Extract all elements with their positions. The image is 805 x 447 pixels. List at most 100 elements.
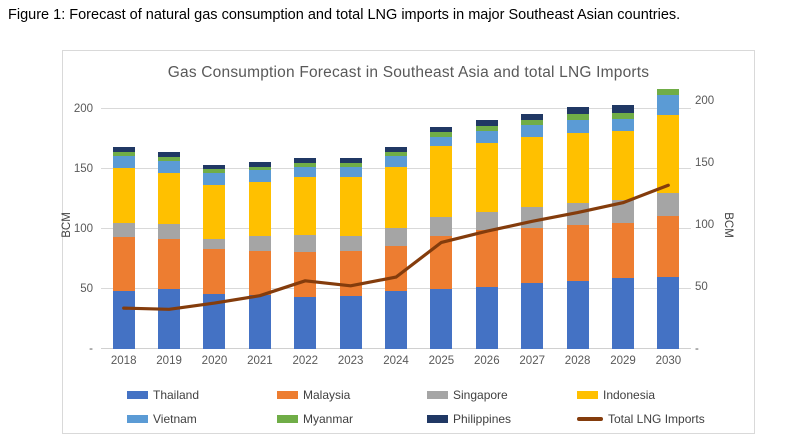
bar-segment-myanmar-2023 (339, 163, 362, 167)
bar-segment-thailand-2024 (384, 291, 407, 349)
right-axis-tick-200: 200 (695, 95, 715, 108)
year-label-2030: 2030 (655, 355, 682, 367)
bar-slot-2027 (509, 89, 554, 349)
bar-segment-vietnam-2018 (112, 155, 135, 168)
year-label-2024: 2024 (383, 355, 409, 367)
bar-2024 (384, 89, 407, 349)
legend-item-singapore: Singapore (427, 383, 577, 407)
bar-segment-vietnam-2021 (248, 170, 271, 183)
bar-segment-vietnam-2020 (203, 172, 226, 185)
bar-segment-indonesia-2019 (158, 172, 181, 225)
bar-segment-indonesia-2028 (566, 133, 589, 203)
bar-slot-2024 (373, 89, 418, 349)
bar-segment-philippines-2025 (430, 127, 453, 132)
legend-item-total-lng-imports: Total LNG Imports (577, 407, 727, 431)
legend-label: Malaysia (303, 388, 351, 402)
bar-2029 (611, 89, 634, 349)
bar-segment-singapore-2026 (475, 212, 498, 231)
bar-segment-singapore-2019 (158, 224, 181, 239)
bar-slot-2030 (646, 89, 691, 349)
bar-segment-singapore-2021 (248, 236, 271, 251)
bar-segment-malaysia-2020 (203, 249, 226, 294)
left-axis-tick-50: 50 (80, 283, 93, 296)
figure-caption: Figure 1: Forecast of natural gas consum… (8, 7, 681, 23)
bar-slot-2023 (328, 89, 373, 349)
bar-segment-indonesia-2025 (430, 146, 453, 218)
bar-segment-indonesia-2027 (521, 136, 544, 208)
bar-segment-vietnam-2029 (611, 118, 634, 131)
bar-segment-malaysia-2024 (384, 245, 407, 292)
bar-2020 (203, 89, 226, 349)
bar-segment-myanmar-2026 (475, 125, 498, 131)
legend-swatch-vietnam (127, 415, 148, 423)
legend-label: Total LNG Imports (608, 412, 705, 426)
bar-segment-indonesia-2020 (203, 184, 226, 239)
bar-segment-indonesia-2018 (112, 167, 135, 224)
bar-segment-myanmar-2030 (657, 89, 680, 95)
legend-label: Philippines (453, 412, 512, 426)
bar-2026 (475, 89, 498, 349)
bar-segment-vietnam-2030 (657, 94, 680, 116)
bar-segment-philippines-2023 (339, 158, 362, 164)
bar-segment-indonesia-2021 (248, 182, 271, 237)
bar-segment-philippines-2022 (294, 158, 317, 164)
bar-2028 (566, 89, 589, 349)
year-label-2021: 2021 (247, 355, 273, 367)
bar-segment-singapore-2029 (611, 200, 634, 224)
bar-segment-thailand-2022 (294, 297, 317, 349)
bar-segment-malaysia-2027 (521, 227, 544, 284)
bar-segment-singapore-2018 (112, 223, 135, 238)
legend-item-vietnam: Vietnam (127, 407, 277, 431)
legend-swatch-indonesia (577, 391, 598, 399)
bar-segment-malaysia-2030 (657, 215, 680, 278)
bar-segment-singapore-2020 (203, 238, 226, 250)
right-axis-tick--: - (695, 343, 699, 355)
bar-segment-singapore-2030 (657, 193, 680, 216)
bar-segment-myanmar-2018 (112, 152, 135, 156)
legend-item-indonesia: Indonesia (577, 383, 727, 407)
legend-item-myanmar: Myanmar (277, 407, 427, 431)
bar-2019 (158, 89, 181, 349)
year-label-2028: 2028 (564, 355, 591, 367)
bar-segment-indonesia-2026 (475, 142, 498, 213)
bar-segment-philippines-2020 (203, 165, 226, 170)
right-axis-tick-100: 100 (695, 219, 715, 232)
bar-segment-vietnam-2028 (566, 119, 589, 134)
bar-segment-myanmar-2020 (203, 169, 226, 173)
legend-item-malaysia: Malaysia (277, 383, 427, 407)
bar-segment-singapore-2024 (384, 227, 407, 246)
bar-segment-malaysia-2019 (158, 238, 181, 290)
legend-swatch-thailand (127, 391, 148, 399)
legend-label: Singapore (453, 388, 508, 402)
bar-segment-philippines-2024 (384, 147, 407, 153)
bar-segment-thailand-2028 (566, 280, 589, 349)
bar-segment-vietnam-2026 (475, 130, 498, 143)
right-axis-tick-150: 150 (695, 157, 715, 170)
bar-segment-myanmar-2024 (384, 152, 407, 156)
plot-area (101, 89, 691, 349)
year-label-2026: 2026 (474, 355, 500, 367)
legend-swatch-philippines (427, 415, 448, 423)
bar-segment-thailand-2027 (521, 283, 544, 349)
bar-segment-myanmar-2028 (566, 113, 589, 120)
year-label-2029: 2029 (610, 355, 636, 367)
bar-slot-2019 (146, 89, 191, 349)
bar-slot-2026 (464, 89, 509, 349)
legend-label: Myanmar (303, 412, 354, 426)
bar-segment-myanmar-2021 (248, 166, 271, 171)
right-axis-tick-50: 50 (695, 281, 708, 294)
legend-item-thailand: Thailand (127, 383, 277, 407)
bar-segment-vietnam-2024 (384, 155, 407, 167)
bar-segment-philippines-2018 (112, 147, 135, 153)
legend-label: Indonesia (603, 388, 656, 402)
bar-segment-myanmar-2019 (158, 157, 181, 161)
bar-segment-malaysia-2026 (475, 230, 498, 287)
bar-segment-malaysia-2021 (248, 250, 271, 296)
bar-segment-thailand-2019 (158, 289, 181, 349)
bar-2018 (112, 89, 135, 349)
bar-segment-thailand-2021 (248, 295, 271, 349)
bar-segment-malaysia-2018 (112, 237, 135, 292)
bar-segment-indonesia-2030 (657, 115, 680, 194)
bar-segment-philippines-2028 (566, 106, 589, 114)
bar-segment-thailand-2023 (339, 296, 362, 349)
